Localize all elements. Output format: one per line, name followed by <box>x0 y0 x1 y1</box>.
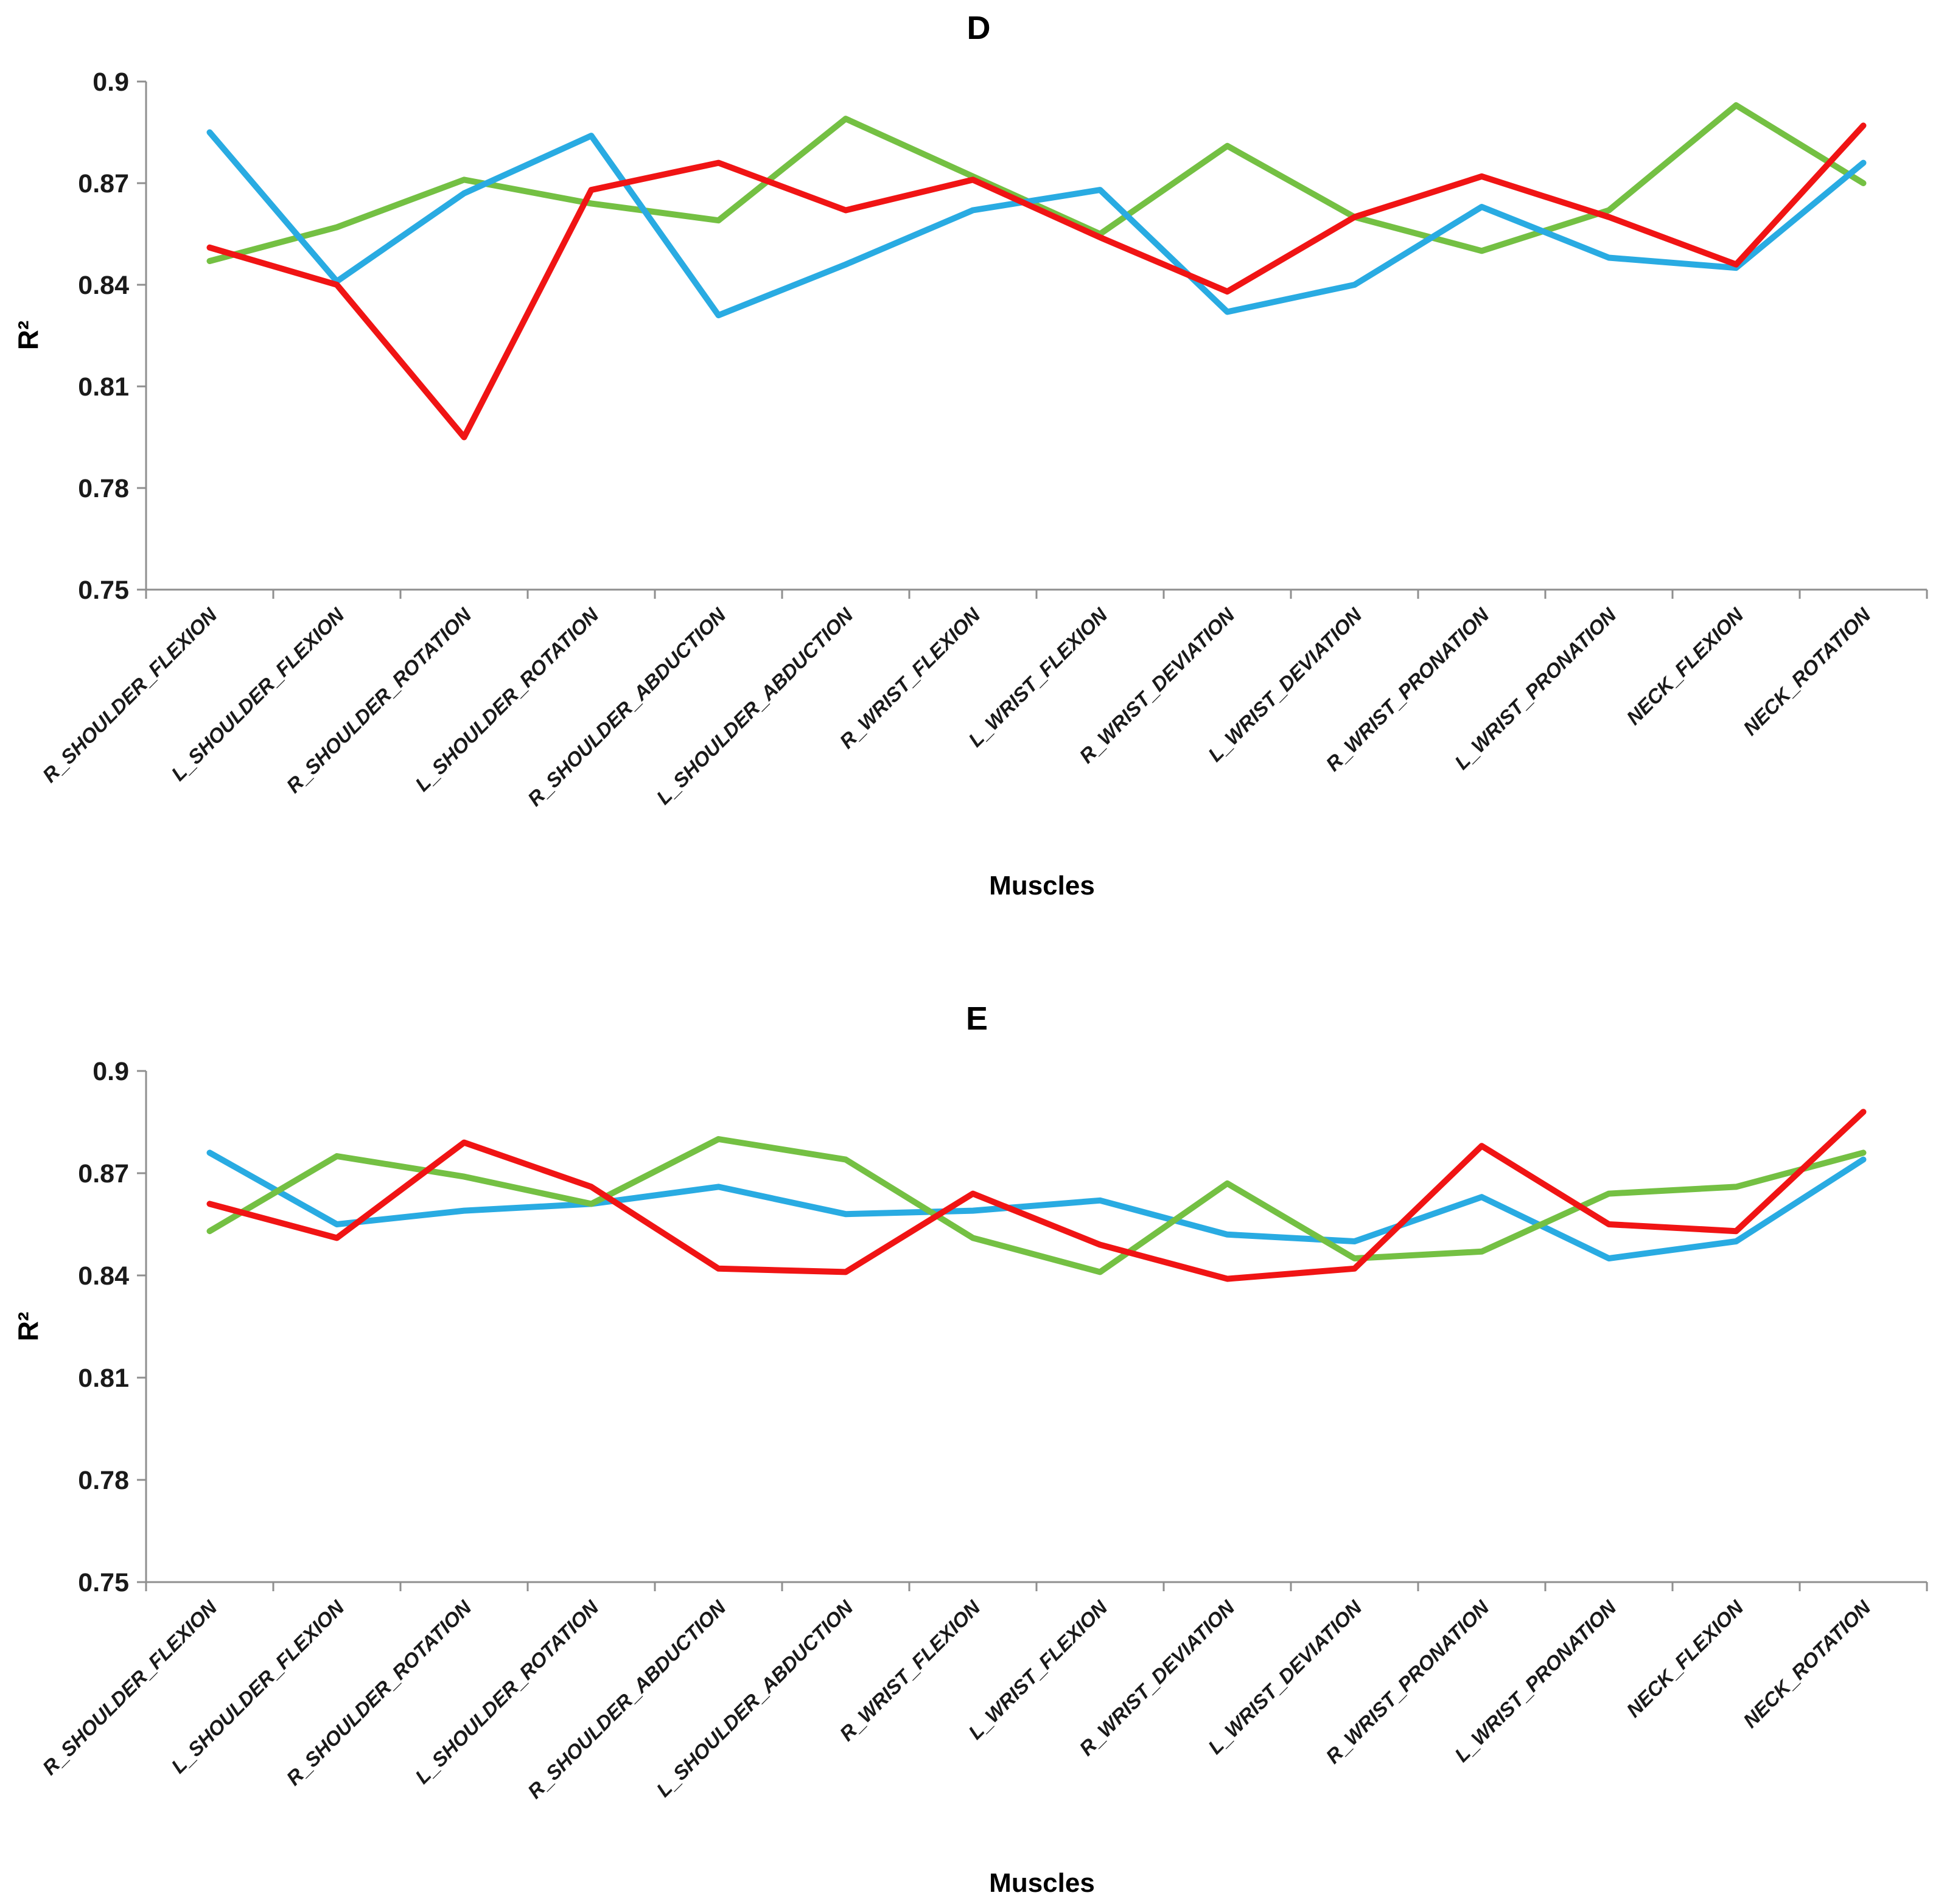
x-category-label: R_WRIST_FLEXION <box>835 1595 985 1745</box>
x-category-label: NECK_FLEXION <box>1622 603 1748 729</box>
x-category-label: R_WRIST_FLEXION <box>835 603 985 753</box>
x-category-label: L_SHOULDER_ABDUCTION <box>652 603 858 809</box>
x-category-label: L_WRIST_FLEXION <box>964 603 1112 751</box>
x-category-label: L_WRIST_FLEXION <box>964 1595 1112 1743</box>
y-tick-label: 0.81 <box>78 1364 129 1393</box>
y-tick-label: 0.87 <box>78 169 129 198</box>
y-tick-label: 0.9 <box>93 1057 129 1086</box>
chart-d-x-tick-labels: R_SHOULDER_FLEXIONL_SHOULDER_FLEXIONR_SH… <box>38 603 1875 811</box>
series-red-line <box>206 122 1867 441</box>
y-tick-label: 0.87 <box>78 1159 129 1188</box>
chart-d-y-tick-labels: 0.9 0.87 0.84 0.81 0.78 0.75 <box>78 68 129 605</box>
x-category-label: R_SHOULDER_ABDUCTION <box>523 603 731 811</box>
x-category-label: NECK_ROTATION <box>1739 603 1875 739</box>
x-category-label: L_SHOULDER_ABDUCTION <box>652 1595 858 1801</box>
series-blue-line <box>206 1149 1867 1261</box>
chart-e-axes <box>137 1070 1928 1591</box>
chart-d: D R² Muscles 0.9 0.87 0.84 0.81 0.78 0.75 R_S… <box>12 10 1928 901</box>
y-tick-label: 0.78 <box>78 1466 129 1495</box>
chart-d-title: D <box>967 10 991 46</box>
chart-d-x-axis-title: Muscles <box>989 871 1095 901</box>
chart-e-x-tick-labels: R_SHOULDER_FLEXIONL_SHOULDER_FLEXIONR_SH… <box>38 1595 1875 1803</box>
y-tick-label: 0.84 <box>78 1261 129 1291</box>
chart-e-x-axis-title: Muscles <box>989 1868 1095 1898</box>
chart-e: E R² Muscles 0.9 0.87 0.84 0.81 0.78 0.75 R_S… <box>12 1000 1928 1898</box>
chart-e-y-tick-labels: 0.9 0.87 0.84 0.81 0.78 0.75 <box>78 1057 129 1597</box>
y-tick-label: 0.81 <box>78 372 129 402</box>
y-tick-label: 0.75 <box>78 1568 129 1597</box>
series-green-line <box>206 1136 1867 1275</box>
series-green-line <box>206 102 1867 264</box>
chart-e-title: E <box>966 1000 988 1037</box>
x-category-label: NECK_FLEXION <box>1622 1595 1748 1721</box>
y-tick-label: 0.84 <box>78 271 129 300</box>
x-category-label: NECK_ROTATION <box>1739 1595 1875 1732</box>
chart-e-series <box>206 1109 1867 1282</box>
series-red-line <box>206 1109 1867 1282</box>
x-category-label: R_SHOULDER_ABDUCTION <box>523 1595 731 1803</box>
chart-e-y-axis-title: R² <box>12 1312 44 1342</box>
y-tick-label: 0.78 <box>78 474 129 503</box>
series-blue-line <box>206 129 1867 319</box>
y-tick-label: 0.9 <box>93 68 129 97</box>
chart-d-axes <box>137 80 1928 599</box>
chart-d-series <box>206 102 1867 441</box>
chart-d-y-axis-title: R² <box>12 321 44 350</box>
y-tick-label: 0.75 <box>78 576 129 605</box>
